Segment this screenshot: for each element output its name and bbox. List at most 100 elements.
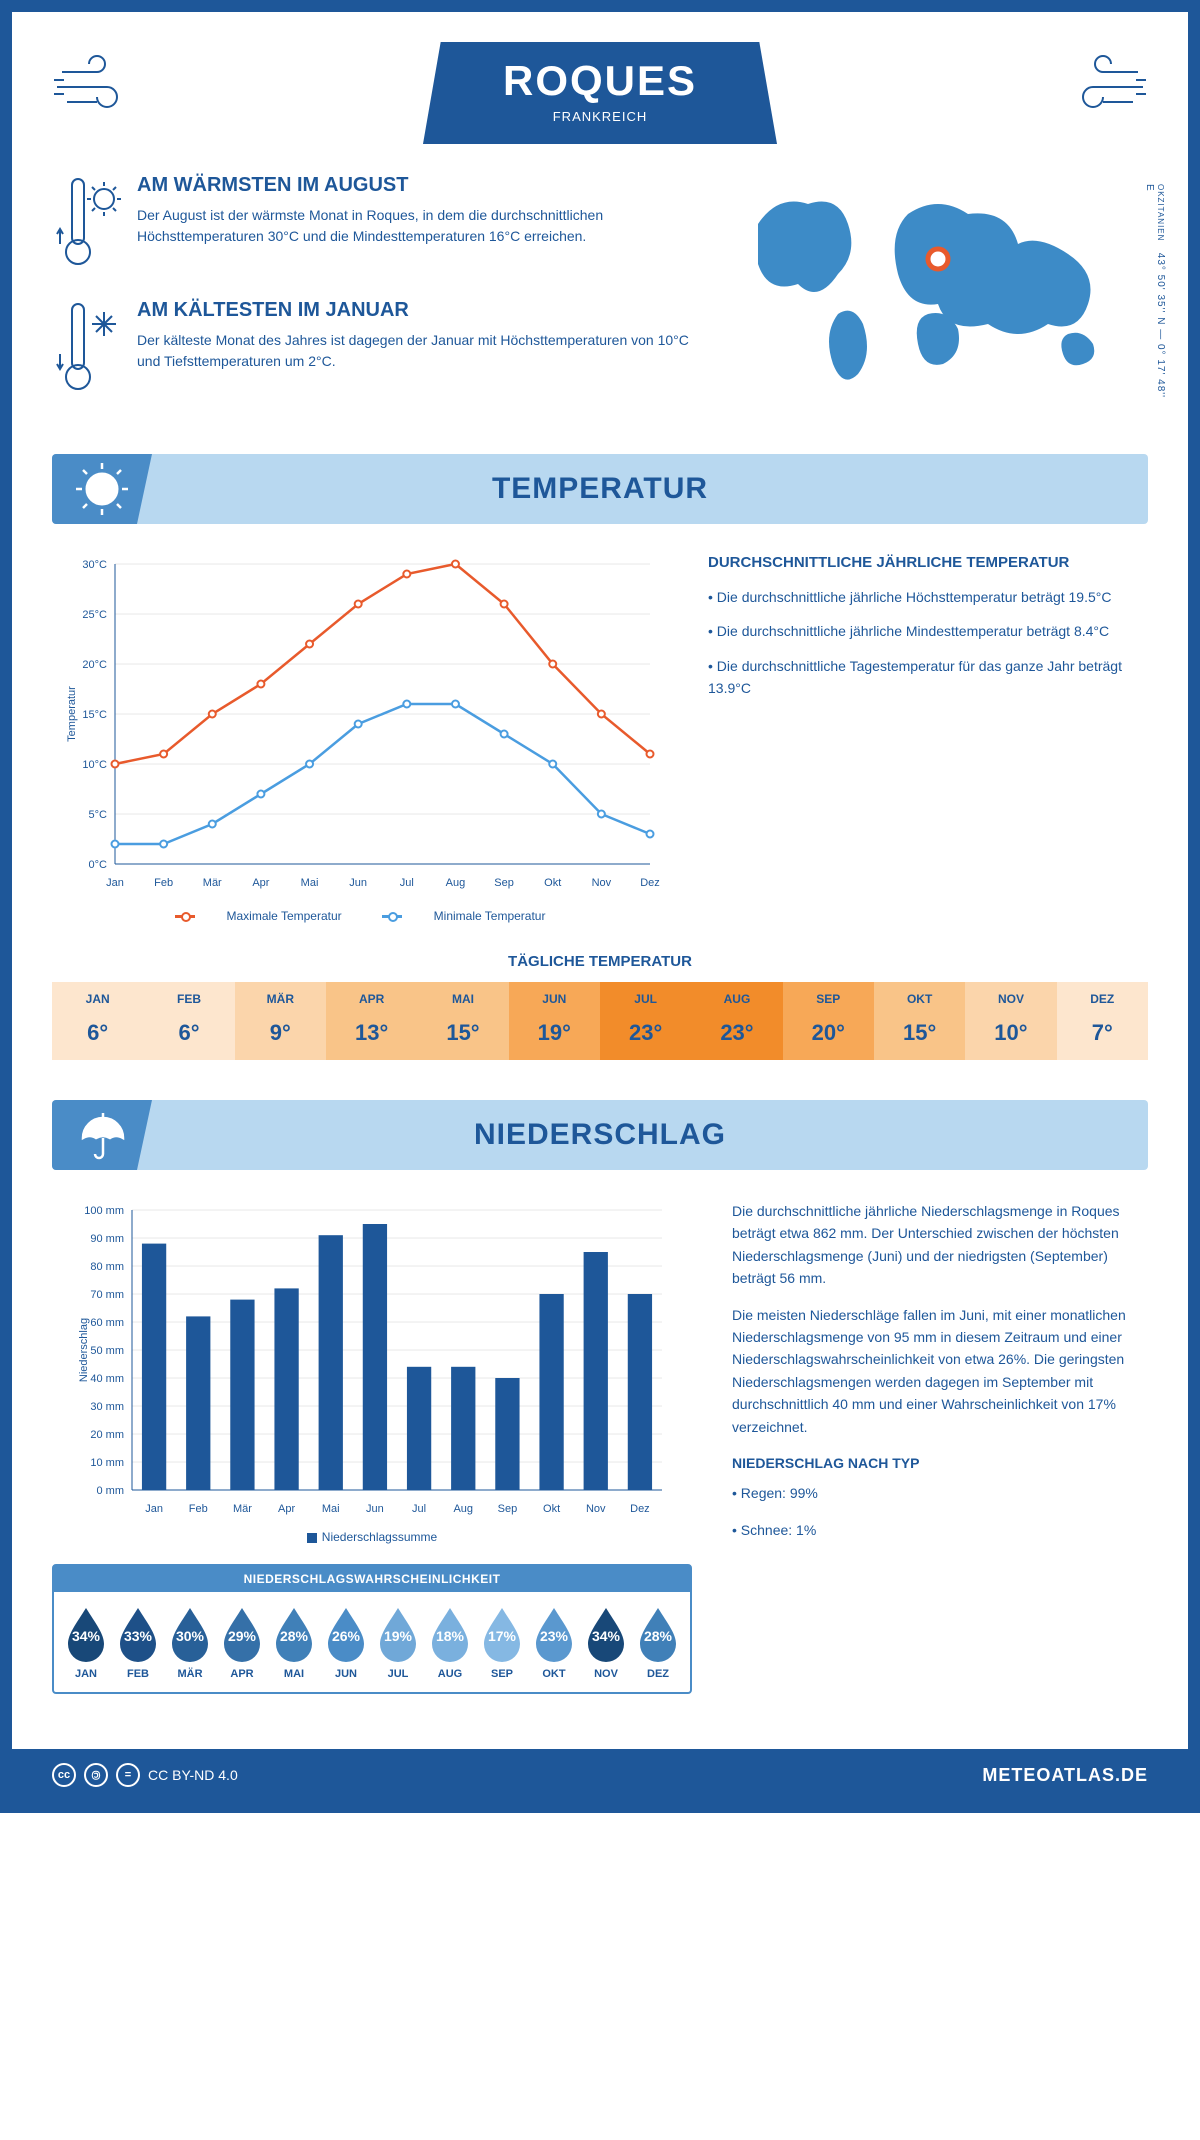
probability-drop: 17%SEP	[478, 1604, 526, 1680]
svg-text:Jan: Jan	[106, 877, 124, 889]
warmest-title: AM WÄRMSTEN IM AUGUST	[137, 174, 698, 197]
svg-text:Okt: Okt	[543, 1503, 560, 1515]
coldest-title: AM KÄLTESTEN IM JANUAR	[137, 299, 698, 322]
thermometer-hot-icon	[52, 174, 122, 274]
daily-cell: NOV10°	[965, 982, 1056, 1060]
svg-text:Dez: Dez	[630, 1503, 650, 1515]
temperature-title: TEMPERATUR	[72, 472, 1128, 506]
svg-text:Mai: Mai	[301, 877, 319, 889]
svg-text:100 mm: 100 mm	[84, 1205, 124, 1217]
probability-title: NIEDERSCHLAGSWAHRSCHEINLICHKEIT	[54, 1566, 690, 1592]
page: ROQUES FRANKREICH AM WÄRMST	[0, 0, 1200, 1813]
svg-text:0°C: 0°C	[89, 859, 108, 871]
probability-drop: 30%MÄR	[166, 1604, 214, 1680]
license-text: CC BY-ND 4.0	[148, 1767, 238, 1783]
probability-drop: 28%MAI	[270, 1604, 318, 1680]
svg-text:80 mm: 80 mm	[90, 1261, 124, 1273]
daily-cell: JUN19°	[509, 982, 600, 1060]
city-title: ROQUES	[503, 57, 697, 105]
coordinates: OKZITANIEN 43° 50' 35'' N — 0° 17' 48'' …	[1144, 184, 1166, 399]
svg-text:5°C: 5°C	[89, 809, 108, 821]
daily-cell: SEP20°	[783, 982, 874, 1060]
probability-drop: 28%DEZ	[634, 1604, 682, 1680]
coldest-block: AM KÄLTESTEN IM JANUAR Der kälteste Mona…	[52, 299, 698, 399]
svg-text:20 mm: 20 mm	[90, 1429, 124, 1441]
daily-cell: FEB6°	[143, 982, 234, 1060]
svg-text:15°C: 15°C	[82, 709, 107, 721]
svg-text:Okt: Okt	[544, 877, 561, 889]
svg-text:Mär: Mär	[203, 877, 222, 889]
daily-temp-title: TÄGLICHE TEMPERATUR	[52, 953, 1148, 970]
svg-text:Aug: Aug	[453, 1503, 473, 1515]
svg-text:Jun: Jun	[349, 877, 367, 889]
svg-text:Niederschlag: Niederschlag	[78, 1318, 90, 1382]
svg-text:50 mm: 50 mm	[90, 1345, 124, 1357]
daily-cell: JAN6°	[52, 982, 143, 1060]
probability-box: NIEDERSCHLAGSWAHRSCHEINLICHKEIT 34%JAN33…	[52, 1564, 692, 1694]
probability-drop: 34%NOV	[582, 1604, 630, 1680]
warmest-text: Der August ist der wärmste Monat in Roqu…	[137, 205, 698, 247]
daily-cell: MÄR9°	[235, 982, 326, 1060]
temperature-section-header: TEMPERATUR	[52, 454, 1148, 524]
probability-drop: 19%JUL	[374, 1604, 422, 1680]
brand-text: METEOATLAS.DE	[982, 1765, 1148, 1786]
svg-text:0 mm: 0 mm	[97, 1485, 125, 1497]
svg-text:Mai: Mai	[322, 1503, 340, 1515]
warmest-block: AM WÄRMSTEN IM AUGUST Der August ist der…	[52, 174, 698, 274]
probability-drop: 29%APR	[218, 1604, 266, 1680]
precipitation-title: NIEDERSCHLAG	[72, 1118, 1128, 1152]
legend-min: Minimale Temperatur	[382, 909, 546, 923]
daily-cell: MAI15°	[417, 982, 508, 1060]
umbrella-icon	[75, 1108, 130, 1163]
footer: cc 🄯 = CC BY-ND 4.0 METEOATLAS.DE	[12, 1749, 1188, 1801]
legend-max: Maximale Temperatur	[175, 909, 342, 923]
precipitation-summary: Die durchschnittliche jährliche Niedersc…	[732, 1200, 1148, 1694]
svg-text:Aug: Aug	[446, 877, 466, 889]
svg-text:Feb: Feb	[189, 1503, 208, 1515]
daily-cell: OKT15°	[874, 982, 965, 1060]
svg-text:Apr: Apr	[252, 877, 269, 889]
cc-icon: cc	[52, 1763, 76, 1787]
location-marker	[928, 249, 948, 269]
svg-text:25°C: 25°C	[82, 609, 107, 621]
title-banner: ROQUES FRANKREICH	[423, 42, 777, 144]
svg-text:20°C: 20°C	[82, 659, 107, 671]
probability-drop: 23%OKT	[530, 1604, 578, 1680]
temperature-chart: 0°C5°C10°C15°C20°C25°C30°CTemperaturJanF…	[52, 554, 668, 923]
probability-drop: 33%FEB	[114, 1604, 162, 1680]
wind-icon	[1058, 52, 1148, 122]
probability-drop: 34%JAN	[62, 1604, 110, 1680]
thermometer-cold-icon	[52, 299, 122, 399]
probability-drop: 26%JUN	[322, 1604, 370, 1680]
svg-text:Temperatur: Temperatur	[66, 686, 78, 742]
world-map-svg	[728, 174, 1148, 394]
daily-cell: AUG23°	[691, 982, 782, 1060]
daily-temp-table: JAN6°FEB6°MÄR9°APR13°MAI15°JUN19°JUL23°A…	[52, 982, 1148, 1060]
svg-text:Sep: Sep	[494, 877, 514, 889]
svg-text:60 mm: 60 mm	[90, 1317, 124, 1329]
coldest-text: Der kälteste Monat des Jahres ist dagege…	[137, 330, 698, 372]
svg-text:30 mm: 30 mm	[90, 1401, 124, 1413]
svg-text:Jul: Jul	[412, 1503, 426, 1515]
nd-icon: =	[116, 1763, 140, 1787]
svg-text:Nov: Nov	[586, 1503, 606, 1515]
precipitation-chart: 0 mm 10 mm 20 mm 30 mm 40 mm 50 mm 60 mm 70 mm 8…	[52, 1200, 692, 1544]
wind-icon	[52, 52, 142, 122]
svg-text:Nov: Nov	[592, 877, 612, 889]
svg-text:Mär: Mär	[233, 1503, 252, 1515]
svg-text:Sep: Sep	[498, 1503, 518, 1515]
temperature-summary: DURCHSCHNITTLICHE JÄHRLICHE TEMPERATUR •…	[708, 554, 1148, 923]
svg-text:Apr: Apr	[278, 1503, 295, 1515]
svg-text:Jun: Jun	[366, 1503, 384, 1515]
svg-text:70 mm: 70 mm	[90, 1289, 124, 1301]
daily-cell: DEZ7°	[1057, 982, 1148, 1060]
daily-cell: JUL23°	[600, 982, 691, 1060]
svg-text:Feb: Feb	[154, 877, 173, 889]
country-subtitle: FRANKREICH	[503, 109, 697, 124]
svg-text:Jan: Jan	[145, 1503, 163, 1515]
sun-icon	[72, 459, 132, 519]
svg-text:40 mm: 40 mm	[90, 1373, 124, 1385]
bar-legend: Niederschlagssumme	[52, 1530, 692, 1544]
svg-text:10 mm: 10 mm	[90, 1457, 124, 1469]
svg-text:Jul: Jul	[400, 877, 414, 889]
